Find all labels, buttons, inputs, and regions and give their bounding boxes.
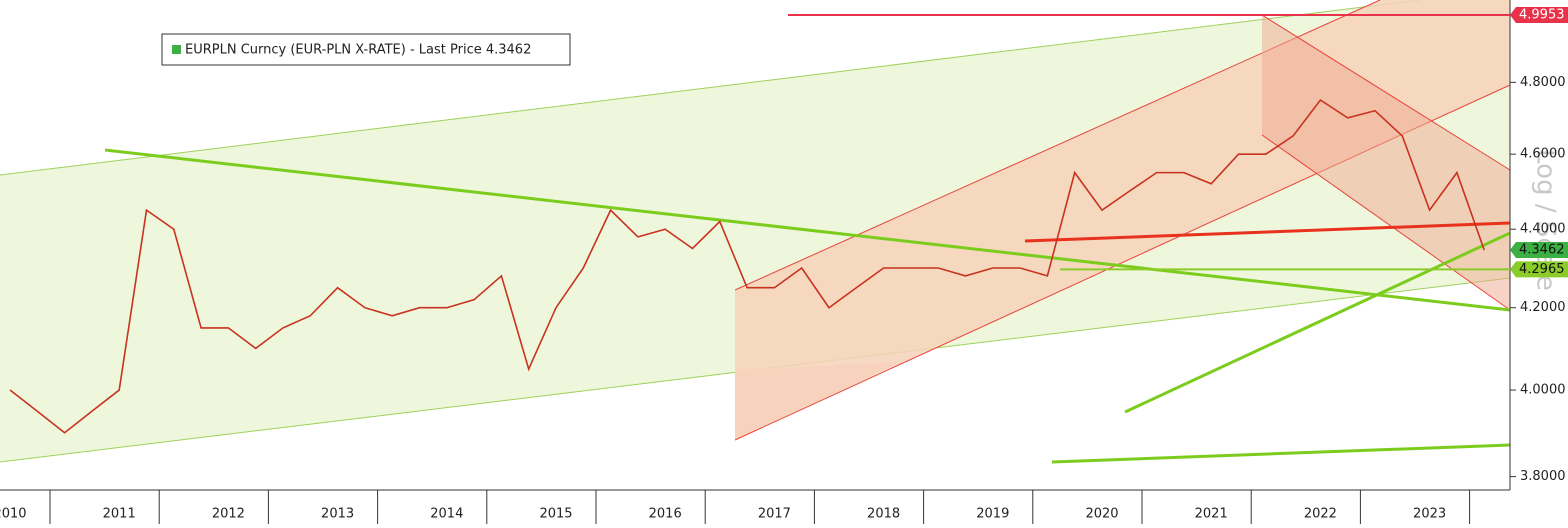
y-tick-label: 4.6000 xyxy=(1520,147,1566,162)
x-tick-label: 2013 xyxy=(321,507,354,522)
x-tick-label: 2011 xyxy=(103,507,136,522)
trend-line xyxy=(1024,221,1511,243)
x-tick-label: 2014 xyxy=(430,507,463,522)
x-tick-label: 2012 xyxy=(212,507,245,522)
x-tick-label: 2023 xyxy=(1413,507,1446,522)
legend: EURPLN Curncy (EUR-PLN X-RATE) - Last Pr… xyxy=(161,33,571,66)
price-tag-label: 4.9953 xyxy=(1519,8,1565,23)
channel-line xyxy=(1261,134,1511,311)
channel-line xyxy=(1261,14,1511,171)
y-tick-label: 4.2000 xyxy=(1520,300,1566,315)
x-tick-label: 2019 xyxy=(976,507,1009,522)
x-tick-label: 2022 xyxy=(1304,507,1337,522)
y-tick-label: 4.4000 xyxy=(1520,222,1566,237)
trend-line xyxy=(1124,231,1511,414)
price-tag-label: 4.2965 xyxy=(1519,262,1565,277)
price-tag-label: 4.3462 xyxy=(1519,242,1565,257)
y-tick-label: 4.0000 xyxy=(1520,383,1566,398)
drawings xyxy=(0,0,1511,464)
legend-entry: EURPLN Curncy (EUR-PLN X-RATE) - Last Pr… xyxy=(185,43,531,58)
price-tag xyxy=(1510,261,1568,278)
y-tick-label: 3.8000 xyxy=(1520,469,1566,484)
channel-area xyxy=(1262,15,1510,310)
trend-line xyxy=(104,148,1511,312)
x-tick-label: 2018 xyxy=(867,507,900,522)
x-tick-label: 2021 xyxy=(1195,507,1228,522)
x-tick-label: 2015 xyxy=(539,507,572,522)
legend-box xyxy=(161,33,571,66)
x-tick-label: 2020 xyxy=(1085,507,1118,522)
x-tick-label: 2017 xyxy=(758,507,791,522)
price-tag xyxy=(1510,7,1568,24)
channel-line xyxy=(0,0,1421,176)
price-line xyxy=(9,98,1485,434)
price-tag xyxy=(1510,241,1568,258)
x-tick-label: 2016 xyxy=(649,507,682,522)
trend-line xyxy=(1051,443,1511,464)
x-tick-label: 2010 xyxy=(0,507,27,522)
legend-swatch xyxy=(172,45,181,54)
y-tick-label: 4.8000 xyxy=(1520,75,1566,90)
